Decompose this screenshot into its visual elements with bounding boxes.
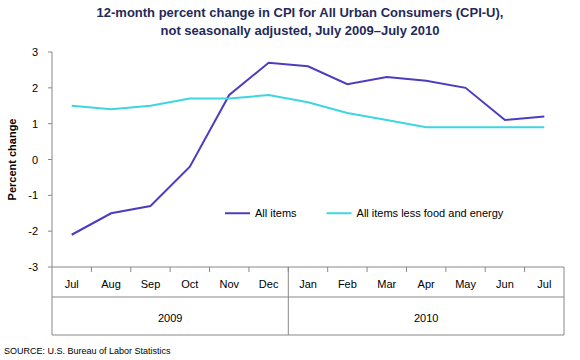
x-axis (52, 267, 564, 268)
y-tick (48, 52, 52, 53)
y-tick (48, 195, 52, 196)
y-tick-label: 1 (32, 118, 38, 130)
x-tick-label: Apr (418, 278, 435, 290)
y-tick (48, 267, 52, 268)
legend-label: All items (255, 207, 297, 219)
source: SOURCE: U.S. Bureau of Labor Statistics (4, 346, 171, 356)
x-tick-label: Feb (338, 278, 357, 290)
series-line (72, 63, 545, 235)
y-tick (48, 159, 52, 160)
group-divider (288, 267, 289, 335)
legend-label: All items less food and energy (357, 207, 504, 219)
group-divider (52, 267, 53, 335)
y-tick-label: -2 (28, 225, 38, 237)
x-tick-label: May (455, 278, 476, 290)
legend-swatch (225, 212, 250, 214)
subtitle: not seasonally adjusted, July 2009–July … (161, 23, 440, 38)
x-tick-label: Jul (537, 278, 551, 290)
y-tick (48, 87, 52, 88)
x-tick (445, 267, 446, 272)
x-tick-label: Jan (299, 278, 317, 290)
x-tick (327, 267, 328, 272)
x-tick (130, 267, 131, 272)
y-tick-label: -3 (28, 261, 38, 273)
group-label: 2009 (158, 312, 182, 324)
x-tick (485, 267, 486, 272)
x-tick (170, 267, 171, 272)
x-tick-label: Jun (496, 278, 514, 290)
x-tick-label: Mar (377, 278, 396, 290)
group-line (52, 297, 564, 298)
x-tick (406, 267, 407, 272)
x-tick (367, 267, 368, 272)
group-divider (564, 267, 565, 335)
y-tick (48, 123, 52, 124)
y-tick (48, 231, 52, 232)
x-tick (209, 267, 210, 272)
x-tick-label: Oct (181, 278, 198, 290)
group-label: 2010 (414, 312, 438, 324)
x-tick-label: Dec (259, 278, 279, 290)
legend-swatch (327, 212, 352, 214)
plot-area (72, 63, 545, 235)
x-tick-label: Aug (101, 278, 121, 290)
y-tick-label: 2 (32, 82, 38, 94)
x-tick (524, 267, 525, 272)
chart: 12-month percent change in CPI for All U… (0, 0, 580, 360)
title: 12-month percent change in CPI for All U… (97, 5, 504, 20)
y-tick-label: 3 (32, 46, 38, 58)
series-line (72, 95, 545, 127)
group-line (52, 335, 564, 336)
x-tick-label: Jul (65, 278, 79, 290)
x-tick-label: Nov (219, 278, 239, 290)
y-axis-title: Percent change (6, 119, 18, 201)
x-tick (91, 267, 92, 272)
x-tick-label: Sep (141, 278, 161, 290)
x-tick (248, 267, 249, 272)
y-tick-label: 0 (32, 154, 38, 166)
y-tick-label: -1 (28, 189, 38, 201)
